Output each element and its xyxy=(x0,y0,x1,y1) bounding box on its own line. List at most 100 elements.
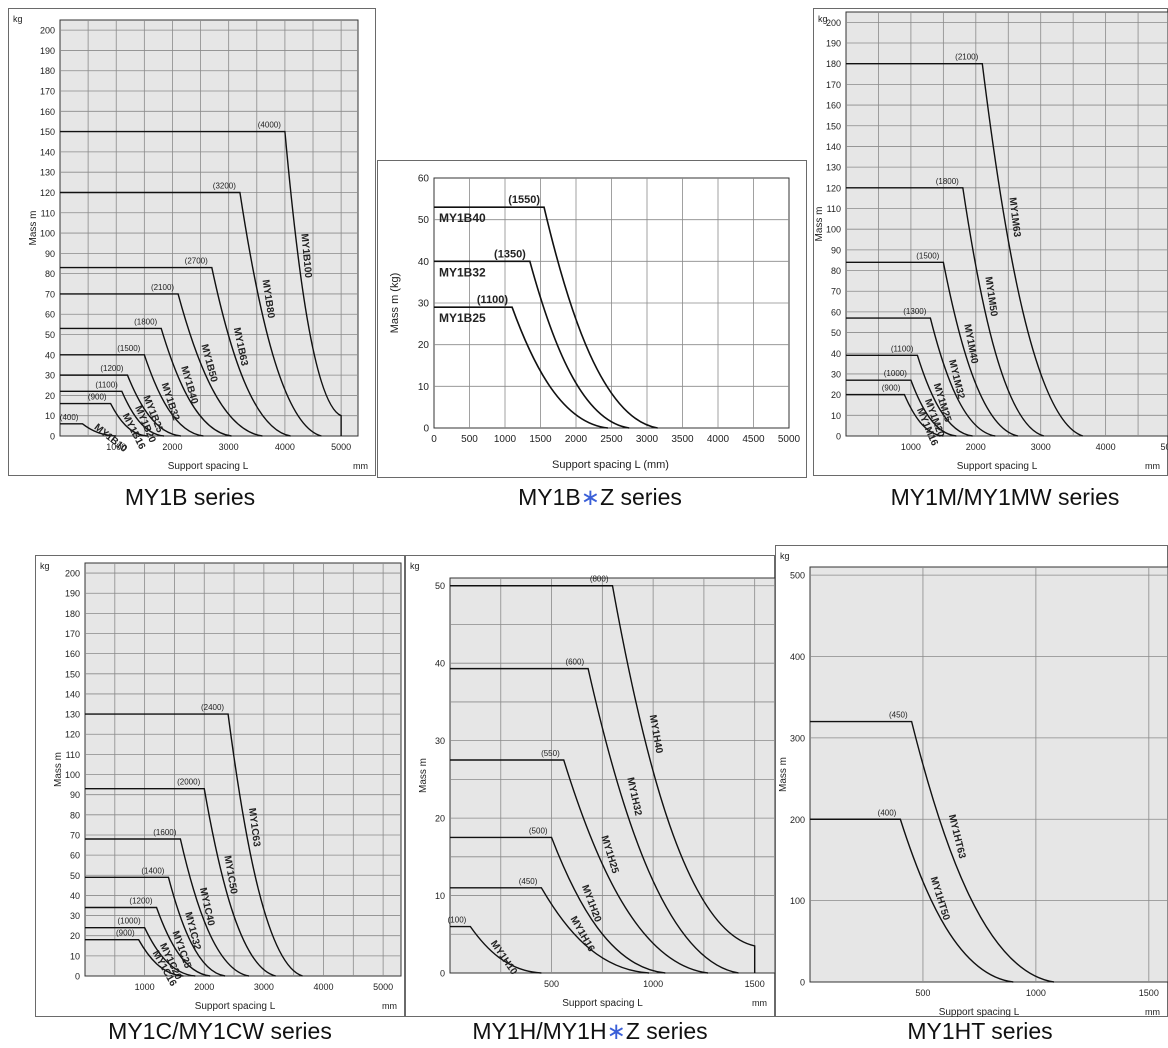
x-tick-label: 4000 xyxy=(313,982,333,992)
y-tick-label: 190 xyxy=(40,46,55,56)
y-tick-label: 190 xyxy=(65,589,80,599)
y-tick-label: 140 xyxy=(826,142,841,152)
y-tick-label: 200 xyxy=(65,569,80,579)
y-tick-label: 0 xyxy=(423,424,429,435)
grid xyxy=(434,178,789,428)
series-line xyxy=(85,838,250,977)
chart-my1m: 0 10 20 30 40 50 60 70 80 90 100 110 120 130 140 150 160… xyxy=(813,8,1168,476)
series-line xyxy=(60,354,204,437)
limit-label: (1100) xyxy=(477,294,509,306)
limit-label: (550) xyxy=(541,749,560,758)
series-line xyxy=(60,423,117,437)
series-line xyxy=(85,906,211,977)
x-axis-title: Support spacing L xyxy=(957,461,1038,472)
y-tick-label: 30 xyxy=(70,911,80,921)
limit-label: (2000) xyxy=(177,778,200,787)
series-line xyxy=(60,293,263,437)
y-tick-label: 110 xyxy=(827,204,841,214)
caption-my1bz: MY1B∗Z series xyxy=(450,484,750,511)
series-line xyxy=(846,317,996,437)
caption-my1ht: MY1HT series xyxy=(840,1018,1120,1045)
limit-label: (2100) xyxy=(151,283,174,292)
y-tick-label: 500 xyxy=(790,571,805,581)
limit-label: (1500) xyxy=(117,344,140,353)
limit-label: (1200) xyxy=(129,897,152,906)
limit-label: (400) xyxy=(878,808,897,817)
limit-label: (1100) xyxy=(891,344,914,353)
x-tick-label: 1000 xyxy=(135,982,155,992)
y-tick-label: 0 xyxy=(800,978,805,988)
y-tick-label: 30 xyxy=(435,736,445,746)
series-line xyxy=(434,306,609,429)
y-tick-label: 200 xyxy=(790,815,805,825)
y-tick-label: 0 xyxy=(50,432,55,442)
y-tick-label: 180 xyxy=(826,59,841,69)
series-line xyxy=(60,402,148,437)
x-tick-label: 2000 xyxy=(565,434,588,445)
series-label: MY1B25 xyxy=(439,311,486,325)
x-tick-label: 4000 xyxy=(1096,442,1116,452)
y-tick-label: 300 xyxy=(790,733,805,743)
caption-text: MY1H/MY1H xyxy=(472,1018,607,1044)
series-label: MY1B40 xyxy=(439,211,486,225)
chart-my1h: 0 10 20 30 40 50 500 1000 1500 kg Mass m Support sp… xyxy=(405,555,775,1017)
limit-label: (1200) xyxy=(100,364,123,373)
limit-label: (4000) xyxy=(258,121,281,130)
y-tick-label: 0 xyxy=(836,432,841,442)
x-tick-label: 1500 xyxy=(1139,988,1159,998)
y-tick-label: 120 xyxy=(826,183,841,193)
y-tick-label: 20 xyxy=(45,391,55,401)
caption-my1m: MY1M/MY1MW series xyxy=(850,484,1160,511)
series-label: MY1M63 xyxy=(1006,197,1022,238)
plot-area xyxy=(449,577,775,974)
asterisk: ∗ xyxy=(580,484,601,510)
series-line xyxy=(85,787,276,977)
y-tick-label: 40 xyxy=(45,350,55,360)
series-my1b40: (1550) MY1B40 xyxy=(434,194,658,429)
limit-label: (1800) xyxy=(134,317,157,326)
limit-label: (1300) xyxy=(903,307,926,316)
series-line xyxy=(846,379,957,437)
series-line xyxy=(450,887,650,974)
x-tick-label: 3000 xyxy=(219,442,239,452)
x-unit-label: mm xyxy=(382,1001,397,1011)
series-line xyxy=(85,939,184,977)
y-axis-title: Mass m xyxy=(814,207,825,242)
y-tick-label: 30 xyxy=(831,369,841,379)
y-tick-label: 80 xyxy=(70,810,80,820)
limit-label: (400) xyxy=(60,413,79,422)
x-axis-title: Support spacing L xyxy=(562,998,643,1009)
x-tick-label: 500 xyxy=(461,434,478,445)
y-tick-label: 180 xyxy=(40,66,55,76)
y-axis-title: Mass m xyxy=(778,757,789,792)
y-tick-label: 10 xyxy=(45,411,55,421)
series-line xyxy=(450,585,756,973)
x-axis-title: Support spacing L xyxy=(939,1007,1020,1017)
limit-label: (450) xyxy=(519,877,538,886)
series-line xyxy=(85,713,303,977)
asterisk: ∗ xyxy=(606,1018,626,1044)
x-unit-label: mm xyxy=(1145,1007,1160,1017)
series-line xyxy=(60,327,232,437)
series-line xyxy=(450,925,542,974)
y-tick-label: 160 xyxy=(65,649,80,659)
limit-label: (2100) xyxy=(955,53,978,62)
limit-label: (450) xyxy=(889,711,908,720)
series-line xyxy=(60,390,165,437)
series-my1b25: (1100) MY1B25 xyxy=(434,294,609,429)
y-tick-label: 10 xyxy=(831,411,841,421)
y-tick-label: 400 xyxy=(790,652,805,662)
x-tick-label: 2000 xyxy=(194,982,214,992)
caption-text: Z series xyxy=(600,484,682,510)
y-tick-label: 0 xyxy=(440,969,445,979)
limit-label: (1100) xyxy=(95,380,118,389)
y-unit-label: kg xyxy=(780,551,790,561)
caption-text: Z series xyxy=(625,1018,708,1044)
y-tick-label: 190 xyxy=(826,39,841,49)
y-tick-label: 130 xyxy=(65,710,80,720)
series-line xyxy=(60,374,181,437)
y-axis-title: Mass m xyxy=(28,211,39,246)
limit-label: (900) xyxy=(882,384,901,393)
caption-text: MY1B series xyxy=(124,484,256,510)
x-tick-label: 5000 xyxy=(331,442,351,452)
